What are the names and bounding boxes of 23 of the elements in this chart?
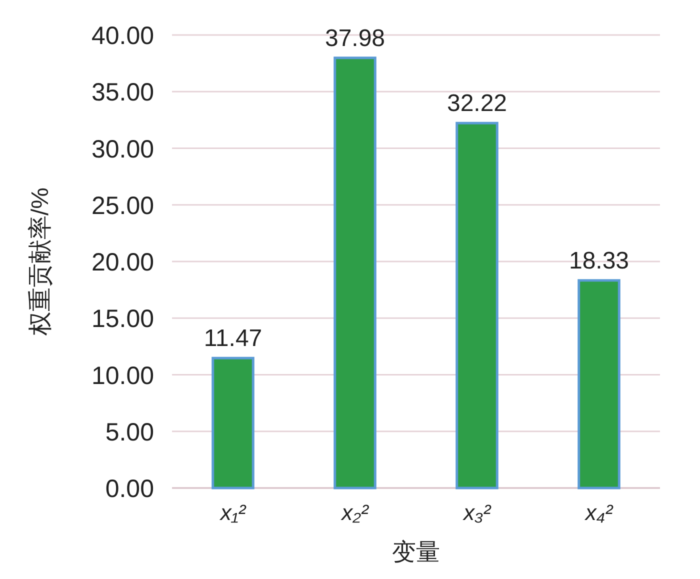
y-tick-label: 0.00 [105,475,154,503]
y-tick-label: 5.00 [105,418,154,446]
bar [212,356,254,490]
bar [456,122,498,490]
x-tick-label: x₄² [584,500,614,525]
y-tick-label: 25.00 [91,192,154,220]
y-axis-title: 权重贡献率/% [27,187,54,337]
data-label: 37.98 [324,24,386,52]
y-tick-label: 30.00 [91,135,154,164]
data-label: 18.33 [568,247,630,274]
bar [334,56,376,490]
data-label: 11.47 [204,325,262,352]
y-tick-label: 15.00 [91,305,154,334]
y-tick-label: 35.00 [91,78,154,107]
y-tick-label: 10.00 [91,362,154,390]
y-tick-label: 20.00 [91,248,154,276]
y-tick-label: 40.00 [91,22,154,50]
x-tick-label: x₁² [219,500,246,525]
x-tick-label: x₂² [340,500,370,525]
data-label: 32.22 [446,90,508,118]
x-tick-label: x₃² [462,500,492,525]
x-axis-title: 变量 [392,539,440,566]
bar [578,279,620,490]
